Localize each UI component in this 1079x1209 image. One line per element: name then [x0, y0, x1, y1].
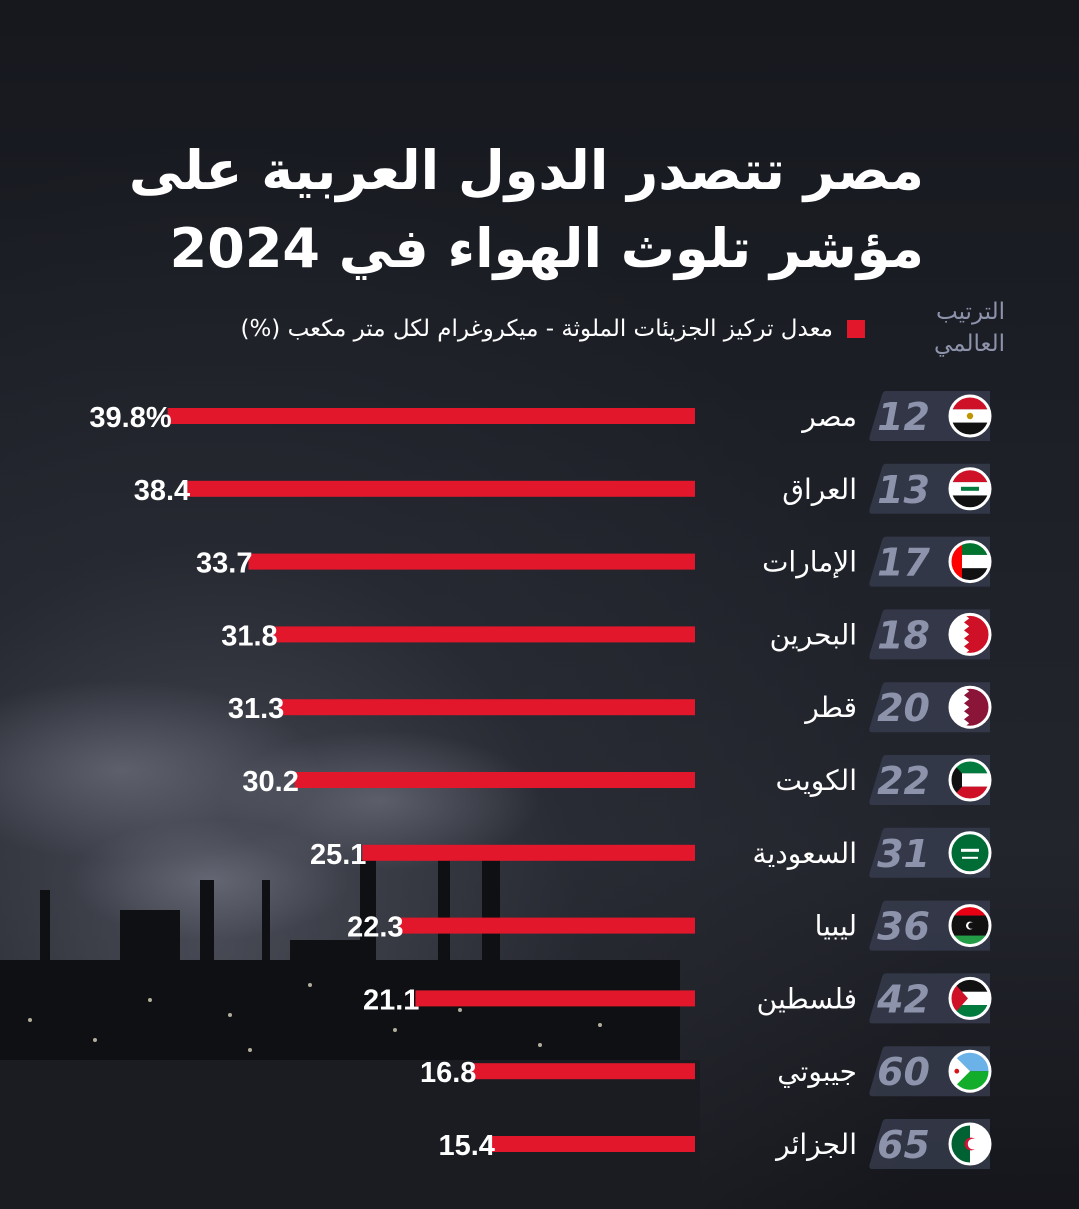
bar: [415, 990, 695, 1007]
bar-row: 31 السعودية 25.1: [310, 827, 992, 878]
algeria-flag: [948, 1122, 992, 1166]
chart-title-line-2: مؤشر تلوث الهواء في 2024: [169, 217, 924, 280]
chart-title-line-1: مصر تتصدر الدول العربية على: [128, 139, 924, 202]
libya-flag: [948, 904, 992, 948]
legend-label: معدل تركيز الجزيئات الملوثة - ميكروغرام …: [240, 316, 833, 342]
rank-number: 42: [876, 977, 930, 1021]
country-label: فلسطين: [757, 982, 857, 1015]
bar-row: 65 الجزائر 15.4: [438, 1119, 992, 1169]
rank-number: 17: [877, 541, 930, 585]
saudi-flag: [948, 831, 992, 875]
legend-swatch: [847, 320, 865, 338]
bar-row: 60 جيبوتي 16.8: [420, 1046, 992, 1097]
rank-number: 12: [877, 395, 930, 439]
bar-row: 12 مصر 39.8%: [89, 391, 992, 441]
rank-number: 22: [877, 759, 930, 803]
bar: [490, 1136, 695, 1152]
bar-row: 18 البحرين 31.8: [221, 609, 992, 660]
uae-flag: [948, 540, 992, 584]
bar-row: 13 العراق 38.4: [134, 463, 992, 514]
country-label: العراق: [782, 473, 857, 506]
value-label: 30.2: [242, 766, 298, 798]
chart-title: مصر تتصدر الدول العربية على مؤشر تلوث ال…: [104, 132, 924, 288]
country-label: جيبوتي: [777, 1055, 857, 1088]
rank-number: 20: [877, 686, 930, 730]
country-label: السعودية: [752, 837, 857, 870]
value-label: 15.4: [438, 1130, 494, 1162]
rank-number: 13: [877, 468, 930, 512]
bar-row: 42 فلسطين 21.1: [363, 973, 992, 1024]
iraq-flag: [948, 467, 992, 511]
country-label: الكويت: [775, 764, 857, 797]
bar: [472, 1063, 695, 1080]
value-label: 31.8: [221, 620, 277, 652]
value-label: 33.7: [196, 548, 252, 580]
bahrain-flag: [948, 612, 992, 656]
bar: [362, 844, 695, 861]
country-label: قطر: [803, 691, 857, 724]
value-label: 31.3: [228, 693, 284, 725]
country-label: الإمارات: [762, 546, 857, 579]
djibouti-flag: [948, 1049, 992, 1093]
country-label: ليبيا: [815, 910, 857, 943]
bar-row: 22 الكويت 30.2: [242, 755, 992, 805]
bar-row: 20 قطر 31.3: [228, 682, 992, 733]
bar: [399, 917, 695, 934]
bar: [186, 480, 695, 497]
kuwait-flag: [948, 758, 992, 802]
value-label: 39.8%: [89, 402, 171, 434]
value-label: 38.4: [134, 475, 190, 507]
rank-header-line-1: الترتيب: [936, 299, 1005, 325]
rank-number: 36: [877, 905, 930, 949]
rank-header-line-2: العالمي: [934, 331, 1005, 357]
palestine-flag: [948, 976, 992, 1020]
qatar-flag: [948, 685, 992, 729]
bar: [273, 626, 695, 643]
egypt-flag: [948, 394, 992, 438]
legend: معدل تركيز الجزيئات الملوثة - ميكروغرام …: [240, 316, 865, 342]
value-label: 22.3: [347, 912, 403, 944]
rank-column-header: الترتيب العالمي: [934, 296, 1005, 360]
bar: [248, 553, 695, 570]
value-label: 16.8: [420, 1057, 476, 1089]
rank-number: 65: [877, 1123, 930, 1167]
rank-number: 31: [877, 832, 930, 876]
rank-number: 18: [877, 613, 930, 657]
country-label: البحرين: [770, 618, 857, 651]
country-label: مصر: [800, 400, 857, 433]
value-label: 25.1: [310, 839, 366, 871]
bar: [294, 772, 695, 788]
bar-row: 36 ليبيا 22.3: [347, 900, 992, 951]
bar-row: 17 الإمارات 33.7: [196, 536, 992, 587]
country-label: الجزائر: [774, 1128, 857, 1161]
bar: [280, 699, 695, 716]
bar: [167, 408, 695, 424]
value-label: 21.1: [363, 984, 419, 1016]
rank-number: 60: [877, 1050, 930, 1094]
